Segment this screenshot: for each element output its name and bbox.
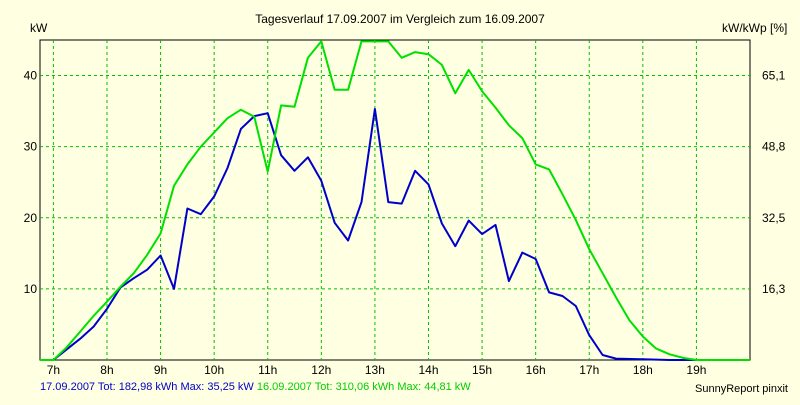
- series-1-summary: 17.09.2007 Tot: 182,98 kWh Max: 35,25 kW: [40, 381, 254, 393]
- x-tick-label: 15h: [472, 363, 492, 377]
- series-line-2: [40, 40, 750, 361]
- y-axis-label: kW: [30, 21, 48, 35]
- x-tick-label: 16h: [526, 363, 546, 377]
- x-tick-label: 13h: [365, 363, 385, 377]
- credit-text: SunnyReport pinxit: [695, 383, 788, 395]
- y2-tick-label: 16,3: [762, 282, 786, 296]
- plot-area: 7h 8h 9h 10h 11h 12h 13h 14h 15h 16h 17h 18h 19h 10 16…: [24, 39, 786, 377]
- y2-tick-label: 48,8: [762, 140, 786, 154]
- series-line-1: [40, 108, 750, 361]
- x-tick-label: 7h: [47, 363, 60, 377]
- x-tick-label: 19h: [686, 363, 706, 377]
- x-tick-label: 9h: [154, 363, 167, 377]
- x-tick-label: 18h: [633, 363, 653, 377]
- x-tick-label: 10h: [204, 363, 224, 377]
- y-tick-label: 10: [24, 282, 38, 296]
- y2-tick-label: 65,1: [762, 69, 786, 83]
- x-tick-label: 17h: [579, 363, 599, 377]
- plot-frame: [39, 39, 751, 361]
- chart-title: Tagesverlauf 17.09.2007 im Vergleich zum…: [255, 12, 545, 26]
- y-tick-label: 30: [24, 140, 38, 154]
- y2-axis-label: kW/kWp [%]: [722, 21, 787, 35]
- x-tick-label: 8h: [100, 363, 113, 377]
- x-tick-label: 14h: [418, 363, 438, 377]
- y2-tick-label: 32,5: [762, 211, 786, 225]
- x-tick-label: 11h: [258, 363, 277, 377]
- x-tick-label: 12h: [311, 363, 331, 377]
- y-tick-label: 40: [24, 69, 38, 83]
- chart-footer: 17.09.2007 Tot: 182,98 kWh Max: 35,25 kW…: [40, 381, 471, 393]
- y-tick-label: 20: [24, 211, 38, 225]
- series-2-summary: 16.09.2007 Tot: 310,06 kWh Max: 44,81 kW: [256, 381, 471, 393]
